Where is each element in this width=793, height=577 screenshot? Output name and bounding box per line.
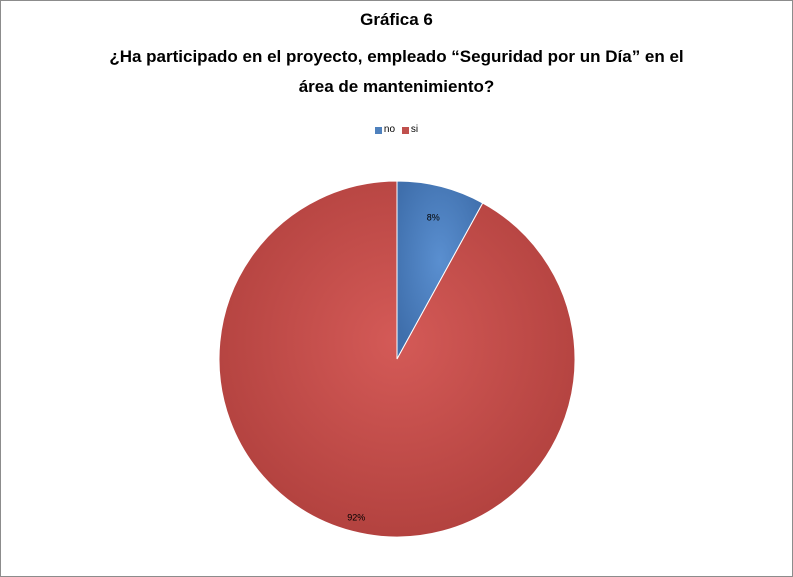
- legend: no si: [0, 124, 793, 138]
- legend-swatch-no: [374, 126, 382, 134]
- legend-item-no: no: [374, 124, 396, 136]
- chart-subtitle-line-2: área de mantenimiento?: [298, 77, 495, 96]
- pie-slice-si: [218, 180, 576, 538]
- legend-swatch-si: [401, 126, 409, 134]
- chart-title: Gráfica 6: [360, 10, 433, 29]
- legend-item-si: si: [401, 124, 419, 136]
- legend-label-si: si: [410, 124, 419, 135]
- slice-label-si: 92%: [347, 513, 365, 523]
- legend-label-no: no: [383, 124, 396, 135]
- pie-slice-no: [396, 180, 484, 360]
- chart-subtitle-line-1: ¿Ha participado en el proyecto, empleado…: [109, 47, 684, 66]
- slice-label-no: 8%: [427, 213, 440, 223]
